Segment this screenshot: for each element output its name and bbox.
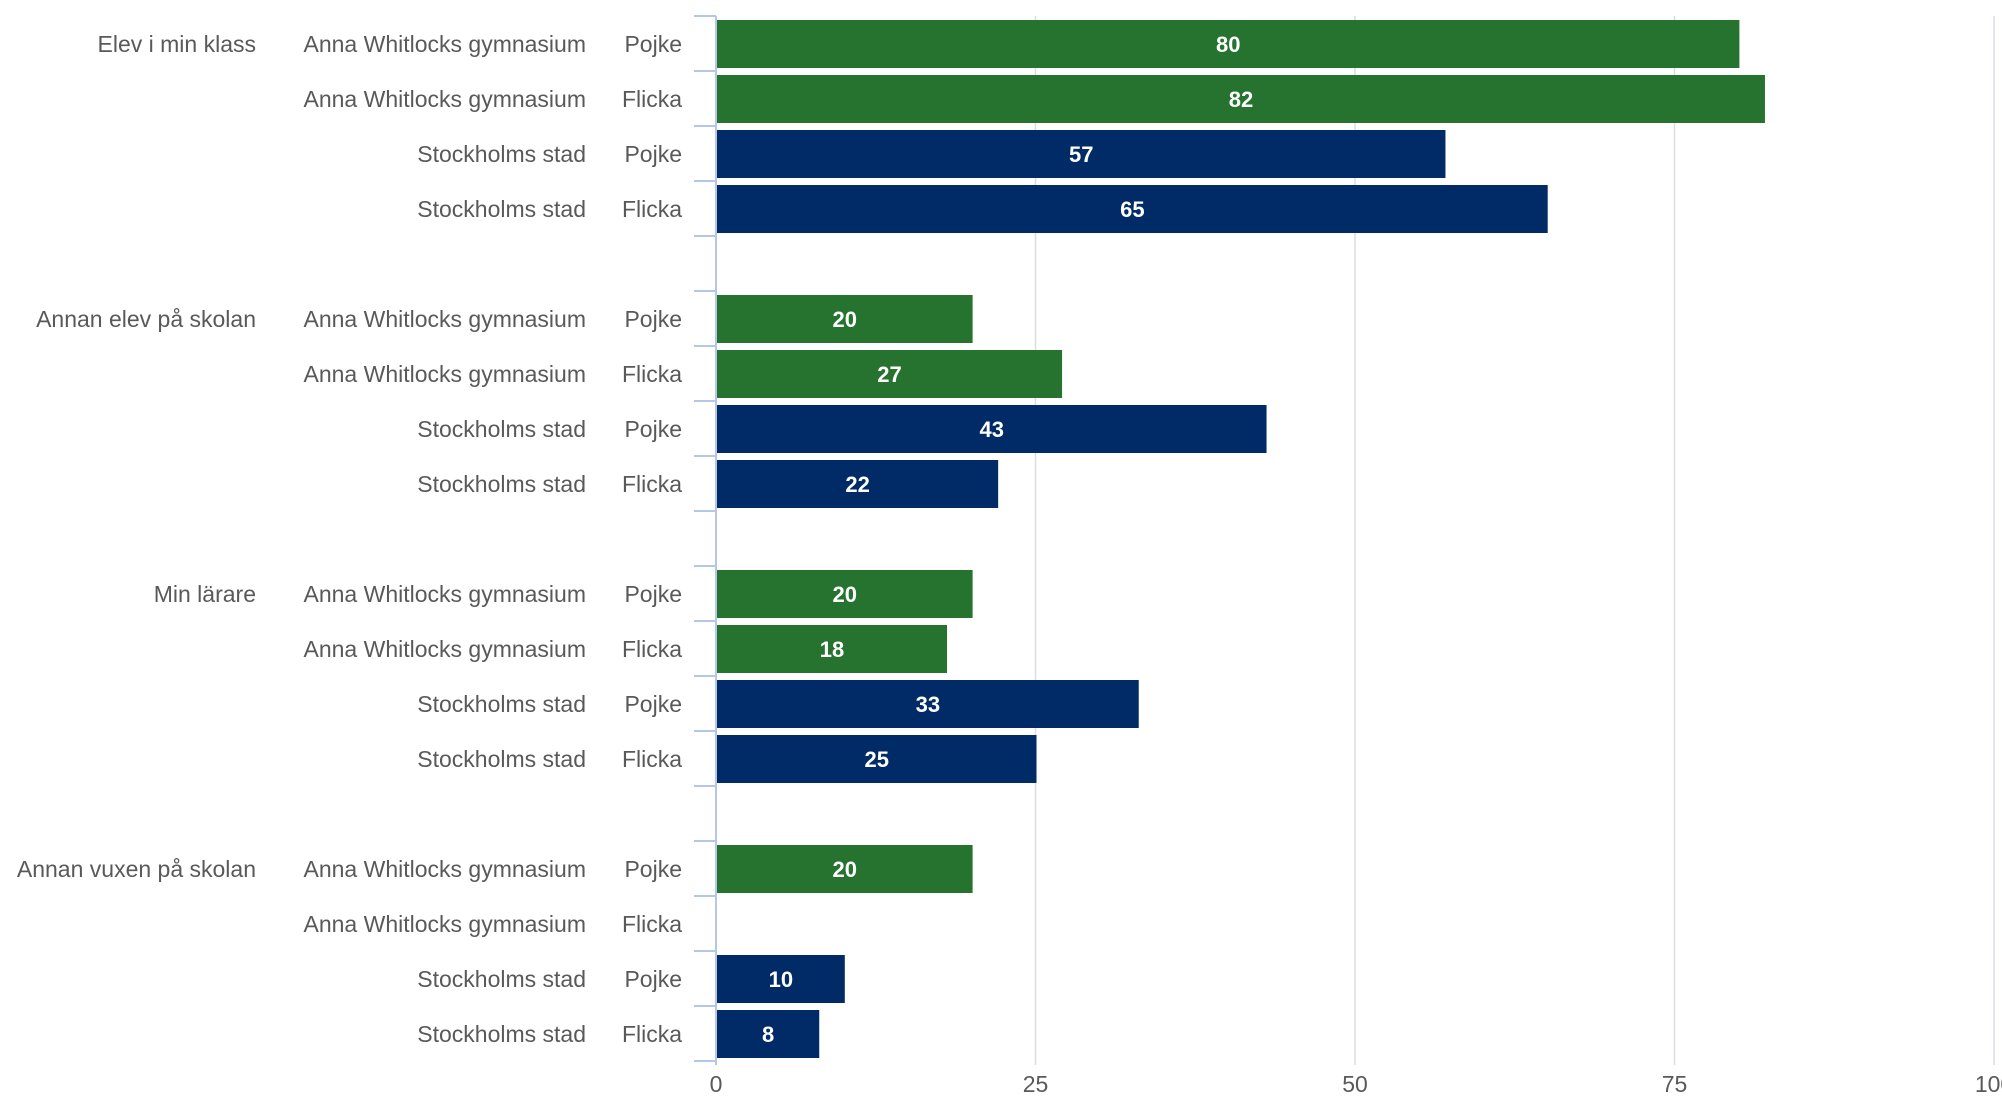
data-label: 18 bbox=[820, 637, 844, 662]
school-label: Stockholms stad bbox=[417, 141, 586, 167]
x-tick-label: 75 bbox=[1662, 1071, 1688, 1097]
data-label: 10 bbox=[769, 967, 793, 992]
school-label: Stockholms stad bbox=[417, 416, 586, 442]
school-label: Anna Whitlocks gymnasium bbox=[304, 856, 587, 882]
bar bbox=[717, 185, 1548, 233]
group-label: Annan elev på skolan bbox=[36, 306, 256, 332]
data-label: 8 bbox=[762, 1022, 774, 1047]
gender-label: Pojke bbox=[624, 31, 682, 57]
school-label: Anna Whitlocks gymnasium bbox=[304, 636, 587, 662]
gender-label: Flicka bbox=[622, 361, 682, 387]
data-label: 80 bbox=[1216, 32, 1240, 57]
data-label: 33 bbox=[916, 692, 940, 717]
bar bbox=[717, 295, 973, 343]
bar bbox=[717, 1010, 820, 1058]
bar bbox=[717, 20, 1740, 68]
bar bbox=[717, 75, 1765, 123]
gender-label: Pojke bbox=[624, 691, 682, 717]
school-label: Stockholms stad bbox=[417, 471, 586, 497]
bar bbox=[717, 460, 999, 508]
data-label: 20 bbox=[833, 857, 857, 882]
data-label: 82 bbox=[1229, 87, 1253, 112]
school-label: Anna Whitlocks gymnasium bbox=[304, 361, 587, 387]
group-label: Elev i min klass bbox=[98, 31, 256, 57]
school-label: Anna Whitlocks gymnasium bbox=[304, 911, 587, 937]
bar bbox=[717, 735, 1037, 783]
gender-label: Pojke bbox=[624, 856, 682, 882]
bar bbox=[717, 955, 845, 1003]
school-label: Stockholms stad bbox=[417, 746, 586, 772]
gender-label: Flicka bbox=[622, 746, 682, 772]
gender-label: Pojke bbox=[624, 416, 682, 442]
x-tick-label: 100 bbox=[1975, 1071, 2002, 1097]
school-label: Stockholms stad bbox=[417, 966, 586, 992]
x-tick-label: 25 bbox=[1023, 1071, 1049, 1097]
bar bbox=[717, 570, 973, 618]
gender-label: Flicka bbox=[622, 1021, 682, 1047]
data-label: 20 bbox=[833, 582, 857, 607]
bar bbox=[717, 350, 1063, 398]
data-label: 27 bbox=[877, 362, 901, 387]
data-label: 65 bbox=[1120, 197, 1144, 222]
data-label: 57 bbox=[1069, 142, 1093, 167]
data-label: 43 bbox=[980, 417, 1004, 442]
school-label: Stockholms stad bbox=[417, 691, 586, 717]
gender-label: Pojke bbox=[624, 581, 682, 607]
bar bbox=[717, 845, 973, 893]
school-label: Stockholms stad bbox=[417, 196, 586, 222]
data-label: 22 bbox=[845, 472, 869, 497]
group-label: Annan vuxen på skolan bbox=[17, 856, 256, 882]
gender-label: Flicka bbox=[622, 471, 682, 497]
gender-label: Flicka bbox=[622, 196, 682, 222]
school-label: Anna Whitlocks gymnasium bbox=[304, 31, 587, 57]
gender-label: Flicka bbox=[622, 86, 682, 112]
group-label: Min lärare bbox=[154, 581, 256, 607]
bar bbox=[717, 405, 1267, 453]
gender-label: Pojke bbox=[624, 306, 682, 332]
bar bbox=[717, 625, 948, 673]
school-label: Anna Whitlocks gymnasium bbox=[304, 306, 587, 332]
bar bbox=[717, 680, 1139, 728]
gender-label: Pojke bbox=[624, 141, 682, 167]
data-label: 25 bbox=[865, 747, 889, 772]
data-label: 20 bbox=[833, 307, 857, 332]
x-tick-label: 50 bbox=[1342, 1071, 1368, 1097]
bar bbox=[717, 130, 1446, 178]
school-label: Stockholms stad bbox=[417, 1021, 586, 1047]
school-label: Anna Whitlocks gymnasium bbox=[304, 86, 587, 112]
x-tick-label: 0 bbox=[710, 1071, 723, 1097]
school-label: Anna Whitlocks gymnasium bbox=[304, 581, 587, 607]
gender-label: Flicka bbox=[622, 636, 682, 662]
gender-label: Flicka bbox=[622, 911, 682, 937]
gender-label: Pojke bbox=[624, 966, 682, 992]
